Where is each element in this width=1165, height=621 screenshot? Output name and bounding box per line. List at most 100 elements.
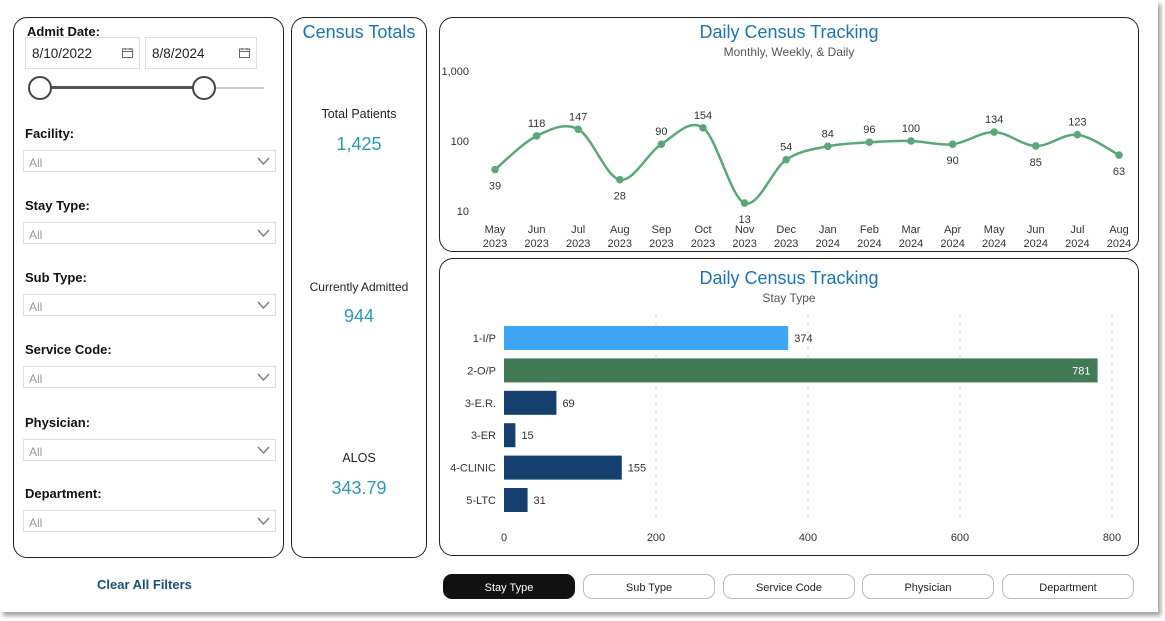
data-point xyxy=(1032,142,1040,150)
tab-stay-type[interactable]: Stay Type xyxy=(443,574,575,599)
tab-department[interactable]: Department xyxy=(1002,574,1134,599)
chevron-down-icon xyxy=(257,373,270,381)
census-line-chart: 10 100 1,000 39 May 2023 118 Jun 2023 147 Jul 2023 2… xyxy=(441,66,1131,250)
data-label: 28 xyxy=(614,191,626,203)
alos-label: ALOS xyxy=(342,451,376,465)
x-tick-label-year: 2024 xyxy=(1024,238,1048,250)
stay-type-bar-chart: 0 200 400 600 800 1-I/P 374 2-O/P 781 3-E.R. 69 3-E… xyxy=(450,314,1121,544)
x-tick-label-month: May xyxy=(485,224,506,236)
x-tick-label-month: Aug xyxy=(610,224,630,236)
data-label: 96 xyxy=(863,124,875,136)
data-label: 100 xyxy=(902,123,920,135)
x-tick-label: 200 xyxy=(647,532,665,544)
x-tick-label-month: Oct xyxy=(694,224,711,236)
data-point xyxy=(907,137,915,145)
data-label: 90 xyxy=(946,155,958,167)
x-tick-label-year: 2023 xyxy=(691,238,715,250)
chevron-down-icon xyxy=(257,157,270,165)
facility-value: All xyxy=(29,156,43,170)
service-code-value: All xyxy=(29,372,43,386)
tab-physician[interactable]: Physician xyxy=(862,574,994,599)
bar xyxy=(504,423,516,448)
x-tick-label-year: 2024 xyxy=(899,238,923,250)
calendar-icon[interactable] xyxy=(239,48,250,58)
data-point xyxy=(616,175,624,184)
census-totals-panel: Census Totals Total Patients 1,425 Curre… xyxy=(291,17,427,558)
data-point xyxy=(532,132,541,140)
data-point xyxy=(824,142,832,151)
sub-type-value: All xyxy=(29,300,43,314)
x-tick-label-month: Dec xyxy=(776,224,796,236)
census-series-line xyxy=(494,123,1120,205)
department-value: All xyxy=(29,516,43,530)
service-code-dropdown[interactable]: All xyxy=(23,366,276,388)
total-patients-label: Total Patients xyxy=(321,107,397,121)
data-label: 84 xyxy=(822,128,834,140)
data-point xyxy=(699,124,707,132)
census-line-chart-panel: Daily Census Tracking Monthly, Weekly, &… xyxy=(439,17,1139,252)
data-point xyxy=(740,199,749,207)
bar xyxy=(504,390,557,415)
x-tick-label-year: 2023 xyxy=(524,238,548,250)
admit-date-start-input[interactable]: 8/10/2022 xyxy=(25,37,140,69)
physician-dropdown[interactable]: All xyxy=(23,439,276,461)
category-label: 4-CLINIC xyxy=(450,463,496,475)
data-point xyxy=(990,128,998,136)
data-label: 31 xyxy=(534,495,546,507)
filter-panel: Admit Date: 8/10/2022 8/8/2024 Facility:… xyxy=(13,17,284,558)
x-tick-label-month: Jun xyxy=(528,224,546,236)
category-label: 5-LTC xyxy=(466,495,496,507)
x-tick-label-month: Jan xyxy=(819,224,837,236)
date-range-slider-fill xyxy=(40,86,204,89)
census-totals-title: Census Totals xyxy=(302,22,416,42)
x-tick-label-month: Jul xyxy=(1070,224,1084,236)
service-code-label: Service Code: xyxy=(25,342,112,357)
data-point xyxy=(1115,151,1123,159)
stay-type-bar-chart-panel: Daily Census Tracking Stay Type 0 200 400 6… xyxy=(439,258,1139,556)
data-point xyxy=(782,155,790,164)
x-tick-label-month: Jun xyxy=(1027,224,1045,236)
y-tick-label: 1,000 xyxy=(441,66,469,78)
tab-sub-type[interactable]: Sub Type xyxy=(583,574,715,599)
y-tick-label: 10 xyxy=(457,206,469,218)
date-range-start-handle[interactable] xyxy=(28,76,52,100)
data-label: 155 xyxy=(628,463,646,475)
data-label: 15 xyxy=(521,430,533,442)
bar xyxy=(504,455,622,480)
data-label: 147 xyxy=(569,111,587,123)
y-tick-label: 100 xyxy=(451,136,469,148)
sub-type-label: Sub Type: xyxy=(25,270,87,285)
x-tick-label-month: Nov xyxy=(735,224,755,236)
data-point xyxy=(491,165,499,174)
admit-date-end-input[interactable]: 8/8/2024 xyxy=(145,37,257,69)
x-tick-label-year: 2024 xyxy=(1107,238,1131,250)
bar xyxy=(504,358,1098,383)
x-tick-label-year: 2024 xyxy=(982,238,1006,250)
sub-type-dropdown[interactable]: All xyxy=(23,294,276,316)
bar-chart-subtitle: Stay Type xyxy=(762,291,816,305)
category-label: 3-ER xyxy=(471,430,496,442)
alos-value: 343.79 xyxy=(331,478,387,498)
tab-service-code[interactable]: Service Code xyxy=(723,574,855,599)
bar xyxy=(504,488,528,512)
data-point xyxy=(657,140,666,149)
date-range-end-handle[interactable] xyxy=(192,76,216,100)
clear-all-filters-button[interactable]: Clear All Filters xyxy=(97,577,192,592)
stay-type-dropdown[interactable]: All xyxy=(23,222,276,244)
data-label: 134 xyxy=(985,114,1003,126)
calendar-icon[interactable] xyxy=(122,48,133,58)
department-label: Department: xyxy=(25,486,102,501)
admit-date-label: Admit Date: xyxy=(27,24,100,39)
data-label: 39 xyxy=(489,181,501,193)
line-chart-subtitle: Monthly, Weekly, & Daily xyxy=(723,45,855,59)
department-dropdown[interactable]: All xyxy=(23,510,276,532)
stay-type-label: Stay Type: xyxy=(25,198,90,213)
bar-chart-title: Daily Census Tracking xyxy=(699,268,879,288)
x-tick-label-month: Feb xyxy=(860,224,879,236)
chevron-down-icon xyxy=(257,301,270,309)
x-tick-label-year: 2024 xyxy=(857,238,881,250)
chevron-down-icon xyxy=(257,446,270,454)
currently-admitted-label: Currently Admitted xyxy=(309,280,409,294)
data-label: 374 xyxy=(794,333,812,345)
facility-dropdown[interactable]: All xyxy=(23,150,276,172)
